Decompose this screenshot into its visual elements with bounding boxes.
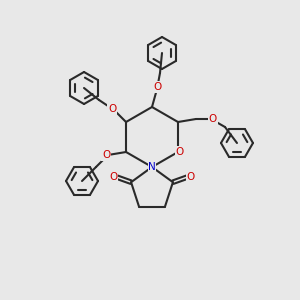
Text: O: O <box>109 172 117 182</box>
Text: O: O <box>102 150 110 160</box>
Text: O: O <box>153 82 161 92</box>
Text: O: O <box>176 147 184 157</box>
Text: O: O <box>209 114 217 124</box>
Text: N: N <box>148 162 156 172</box>
Text: O: O <box>108 104 116 114</box>
Text: O: O <box>187 172 195 182</box>
